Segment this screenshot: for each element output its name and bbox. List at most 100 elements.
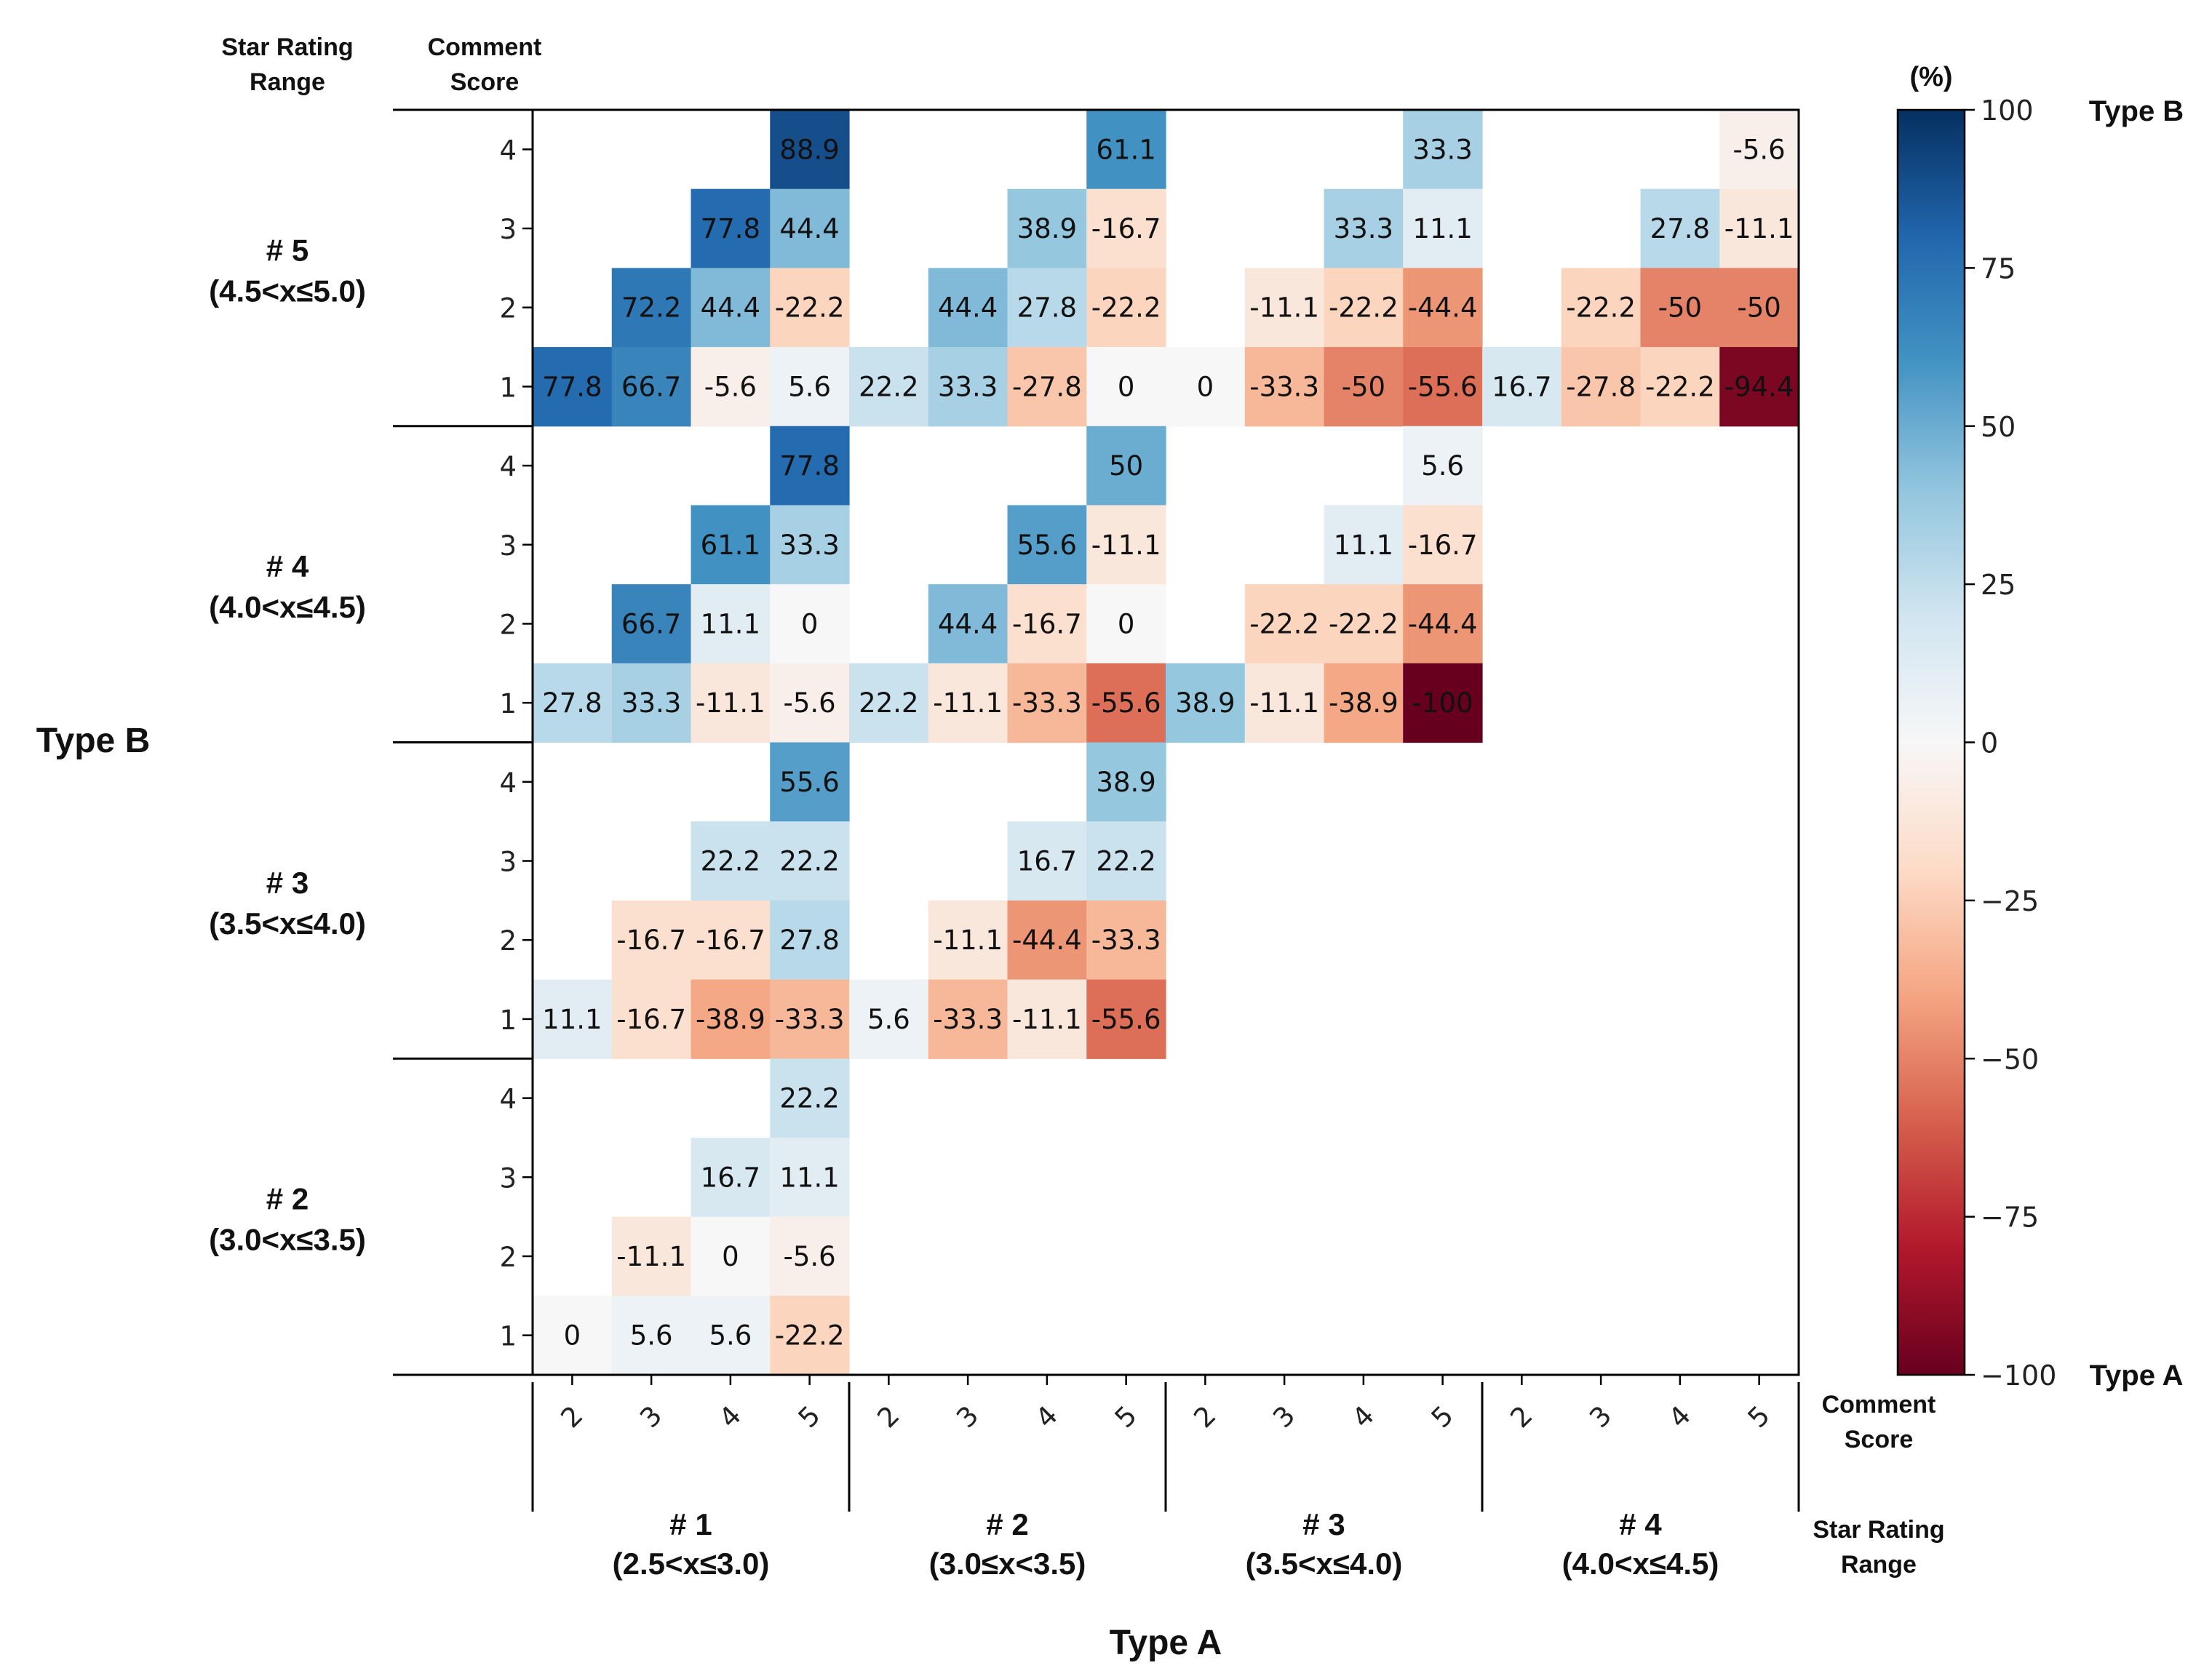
cell-value-label: -33.3 <box>1249 371 1319 402</box>
cell-value-label: -94.4 <box>1724 371 1794 402</box>
x-tick-label: 3 <box>634 1400 668 1434</box>
y-tick-label: 3 <box>499 847 517 878</box>
x-group-range: (4.0<x≤4.5) <box>1562 1547 1719 1581</box>
heatmap-cell <box>1086 505 1166 585</box>
y-tick-label: 2 <box>499 1242 517 1273</box>
cell-value-label: -11.1 <box>933 925 1003 956</box>
cell-value-label: 44.4 <box>779 213 839 244</box>
heatmap-cell <box>1719 110 1799 190</box>
x-tick-label: 2 <box>554 1400 589 1434</box>
cell-value-label: 11.1 <box>701 608 760 639</box>
cell-value-label: 11.1 <box>1412 213 1472 244</box>
y-group-name: # 2 <box>266 1182 309 1216</box>
heatmap-cell <box>691 347 771 427</box>
y-tick-label: 1 <box>499 372 517 403</box>
x-tick-label: 2 <box>871 1400 905 1434</box>
heatmap-cell <box>770 110 850 190</box>
heatmap-cell <box>533 979 613 1059</box>
cell-value-label: -50 <box>1658 292 1702 324</box>
heatmap-cell <box>770 426 850 506</box>
cell-value-label: -33.3 <box>775 1004 845 1035</box>
colorbar-bottom-label: Type A <box>2090 1360 2184 1392</box>
cell-value-label: 77.8 <box>542 371 602 402</box>
heatmap-cell <box>611 347 692 427</box>
x-tick-label: 2 <box>1504 1400 1538 1434</box>
cell-value-label: 0 <box>1118 371 1135 402</box>
heatmap-cell <box>1640 268 1720 348</box>
y-tick-label: 4 <box>499 451 517 482</box>
heatmap-cell <box>770 821 850 901</box>
cell-value-label: 66.7 <box>621 608 681 639</box>
cell-value-label: 44.4 <box>938 608 998 639</box>
heatmap-cell <box>770 900 850 981</box>
cell-value-label: 11.1 <box>542 1004 602 1035</box>
heatmap-cell <box>611 1296 692 1376</box>
y-tick-label: 2 <box>499 609 517 640</box>
cell-value-label: -44.4 <box>1408 608 1478 639</box>
heatmap-cell <box>1561 268 1642 348</box>
cell-value-label: -44.4 <box>1012 925 1082 956</box>
cell-value-label: -22.2 <box>1091 292 1161 324</box>
heatmap-cell <box>691 584 771 664</box>
cell-value-label: -11.1 <box>933 687 1003 719</box>
cell-value-label: 0 <box>722 1241 739 1272</box>
heatmap-cell <box>1007 188 1087 268</box>
heatmap-cell <box>691 1296 771 1376</box>
col-footer-comment-score-line2: Score <box>1845 1426 1914 1453</box>
cell-value-label: -5.6 <box>1733 134 1786 165</box>
heatmap-cell <box>611 979 692 1059</box>
cell-value-label: 22.2 <box>1096 846 1155 877</box>
row-header-star-rating-line2: Range <box>250 68 325 96</box>
heatmap-cell <box>770 979 850 1059</box>
heatmap-cell <box>533 1296 613 1376</box>
heatmap-cell <box>1007 505 1087 585</box>
heatmap-cell <box>1640 188 1720 268</box>
cell-value-label: -11.1 <box>1091 530 1161 561</box>
heatmap-cell <box>1324 347 1404 427</box>
heatmap-cell <box>1086 979 1166 1059</box>
heatmap-cell <box>928 979 1008 1059</box>
cell-value-label: 16.7 <box>1492 371 1551 402</box>
cell-value-label: 11.1 <box>779 1162 839 1193</box>
cell-value-label: 38.9 <box>1017 213 1077 244</box>
heatmap-cell <box>770 742 850 822</box>
heatmap-cell <box>770 584 850 664</box>
heatmap-cell <box>1007 347 1087 427</box>
x-group-name: # 1 <box>669 1507 712 1541</box>
heatmap-cell <box>928 584 1008 664</box>
cell-value-label: 66.7 <box>621 371 681 402</box>
heatmap-cell <box>770 1058 850 1138</box>
heatmap-cell <box>1086 742 1166 822</box>
heatmap-cell <box>1166 347 1246 427</box>
x-tick-label: 5 <box>1109 1400 1143 1434</box>
colorbar-tick-label: −100 <box>1981 1360 2056 1392</box>
y-tick-label: 1 <box>499 1005 517 1036</box>
cell-value-label: 0 <box>1197 371 1214 402</box>
cell-value-label: 88.9 <box>779 134 839 165</box>
cell-value-label: 22.2 <box>859 687 918 719</box>
heatmap-cell <box>691 188 771 268</box>
cell-value-label: -22.2 <box>1249 608 1319 639</box>
heatmap-cell <box>691 663 771 743</box>
colorbar-tick-label: 100 <box>1981 95 2034 127</box>
heatmap-cell <box>1086 347 1166 427</box>
heatmap-cell <box>1086 900 1166 981</box>
heatmap-cell <box>1086 110 1166 190</box>
y-tick-label: 4 <box>499 1084 517 1115</box>
colorbar-tick-label: 25 <box>1981 569 2016 601</box>
cell-value-label: 22.2 <box>859 371 918 402</box>
heatmap-cell <box>1640 347 1720 427</box>
cell-value-label: -44.4 <box>1408 292 1478 324</box>
heatmap-cell <box>1166 663 1246 743</box>
cell-value-label: 5.6 <box>867 1004 910 1035</box>
cell-value-label: 5.6 <box>1421 450 1464 482</box>
colorbar-tick-label: −50 <box>1981 1043 2039 1075</box>
y-tick-label: 1 <box>499 1321 517 1352</box>
row-header-comment-score-line1: Comment <box>428 33 542 61</box>
cell-value-label: 27.8 <box>779 925 839 956</box>
col-footer-star-rating-line1: Star Rating <box>1813 1516 1944 1544</box>
colorbar-top-label: Type B <box>2089 95 2184 127</box>
cell-value-label: 0 <box>801 608 819 639</box>
cell-value-label: -11.1 <box>616 1241 686 1272</box>
heatmap-cell <box>849 347 929 427</box>
